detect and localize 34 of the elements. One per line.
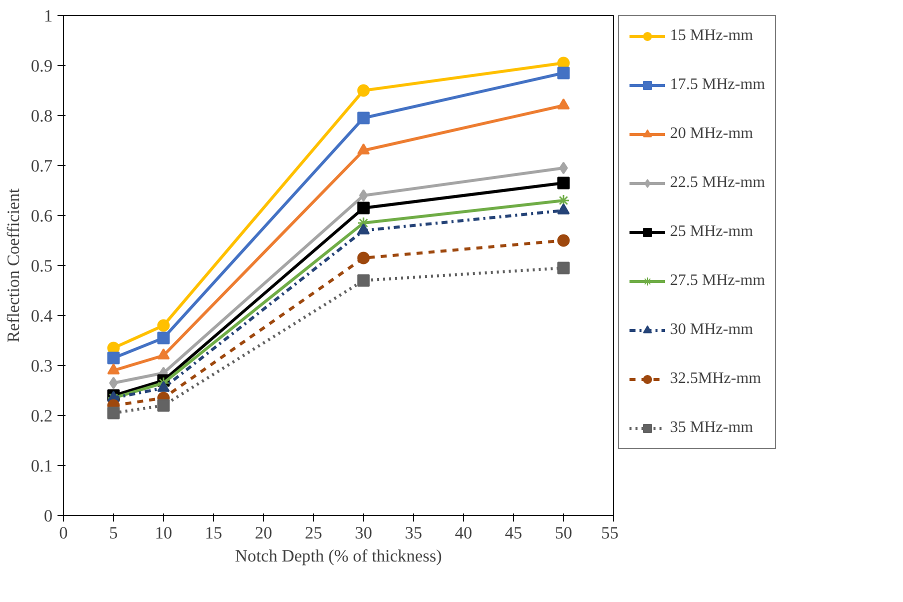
legend-label: 32.5MHz-mm (670, 370, 762, 388)
legend-label: 27.5 MHz-mm (670, 272, 766, 290)
x-tick-label: 30 (354, 524, 372, 542)
x-tick-label: 55 (601, 524, 618, 542)
y-tick-label: 0.8 (30, 106, 53, 126)
x-tick-label: 0 (59, 524, 68, 542)
x-tick-label: 50 (554, 524, 572, 542)
x-axis-title: Notch Depth (% of thickness) (235, 546, 442, 566)
y-tick-label: 1 (44, 6, 53, 26)
y-tick-label: 0.6 (30, 206, 53, 226)
y-tick-label: 0.7 (30, 156, 53, 176)
legend-label: 35 MHz-mm (670, 419, 754, 437)
x-tick-label: 15 (204, 524, 222, 542)
y-tick-label: 0.2 (30, 406, 53, 426)
y-axis-title: Reflection Coefficient (4, 188, 23, 343)
x-tick-label: 10 (154, 524, 172, 542)
y-tick-label: 0.4 (30, 306, 53, 326)
x-tick-label: 45 (504, 524, 522, 542)
y-tick-label: 0.1 (30, 456, 53, 476)
legend-label: 30 MHz-mm (670, 321, 754, 339)
x-tick-label: 35 (404, 524, 422, 542)
legend-label: 20 MHz-mm (670, 125, 754, 143)
y-tick-label: 0 (44, 506, 53, 526)
y-tick-label: 0.9 (30, 56, 53, 76)
legend-label: 17.5 MHz-mm (670, 76, 766, 94)
y-tick-label: 0.5 (30, 256, 53, 276)
legend-label: 15 MHz-mm (670, 27, 754, 45)
x-tick-label: 25 (304, 524, 322, 542)
x-tick-label: 20 (254, 524, 272, 542)
x-tick-label: 5 (109, 524, 118, 542)
y-tick-label: 0.3 (30, 356, 53, 376)
legend-label: 25 MHz-mm (670, 223, 754, 241)
legend-label: 22.5 MHz-mm (670, 174, 766, 192)
x-tick-label: 40 (454, 524, 472, 542)
